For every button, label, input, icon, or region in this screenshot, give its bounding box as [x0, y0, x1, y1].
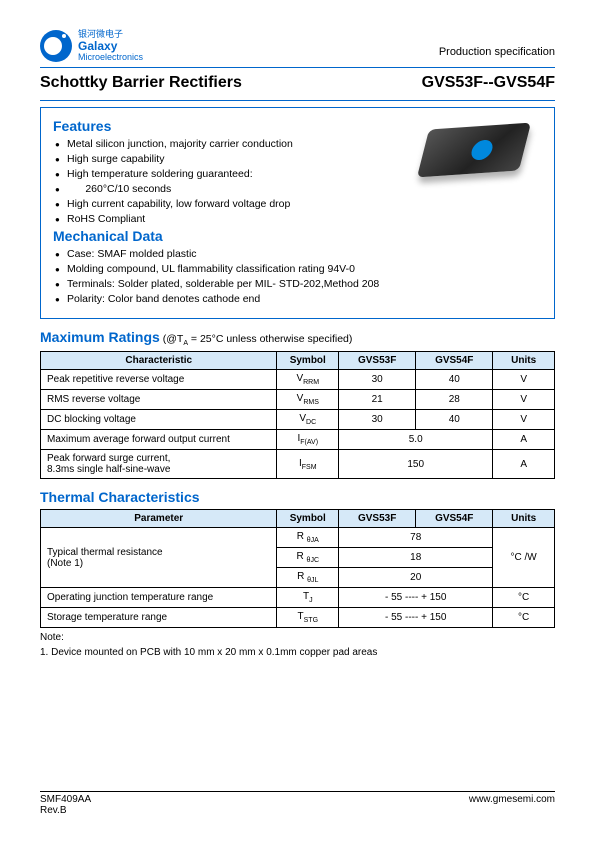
table-row: Storage temperature rangeTSTG- 55 ---- +… [41, 608, 555, 628]
table-row: Peak forward surge current, 8.3ms single… [41, 450, 555, 479]
footer-url: www.gmesemi.com [469, 794, 555, 816]
col-units: Units [493, 510, 555, 528]
col-gvs53f: GVS53F [339, 510, 416, 528]
mechdata-item: Molding compound, UL flammability classi… [55, 263, 542, 275]
col-gvs54f: GVS54F [416, 352, 493, 370]
col-units: Units [493, 352, 555, 370]
header-rule [40, 67, 555, 68]
feature-item: High temperature soldering guaranteed: [55, 168, 542, 180]
mechdata-item: Terminals: Solder plated, solderable per… [55, 278, 542, 290]
mechdata-item: Polarity: Color band denotes cathode end [55, 293, 542, 305]
mechdata-list: Case: SMAF molded plastic Molding compou… [53, 248, 542, 305]
table-row: Typical thermal resistance (Note 1) R θJ… [41, 528, 555, 548]
feature-item: RoHS Compliant [55, 213, 542, 225]
feature-item-sub: ●260°C/10 seconds [55, 183, 542, 195]
mechdata-item: Case: SMAF molded plastic [55, 248, 542, 260]
footer-rev: Rev.B [40, 805, 91, 816]
features-box: Features Metal silicon junction, majorit… [40, 107, 555, 319]
table-row: Peak repetitive reverse voltageVRRM3040V [41, 370, 555, 390]
mechdata-heading: Mechanical Data [53, 228, 542, 244]
footer-docnum: SMF409AA [40, 794, 91, 805]
col-symbol: Symbol [277, 510, 339, 528]
logo-icon [40, 30, 72, 62]
maxratings-heading: Maximum Ratings (@TA = 25°C unless other… [40, 329, 555, 347]
col-parameter: Parameter [41, 510, 277, 528]
thermal-heading: Thermal Characteristics [40, 489, 555, 505]
feature-item: High surge capability [55, 153, 542, 165]
table-row: Maximum average forward output currentIF… [41, 430, 555, 450]
table-row: RMS reverse voltageVRMS2128V [41, 390, 555, 410]
page-header: 银河微电子 Galaxy Microelectronics Production… [40, 30, 555, 63]
feature-item: High current capability, low forward vol… [55, 198, 542, 210]
table-header-row: Characteristic Symbol GVS53F GVS54F Unit… [41, 352, 555, 370]
part-number: GVS53F--GVS54F [422, 74, 555, 92]
table-row: DC blocking voltageVDC3040V [41, 410, 555, 430]
page-footer: SMF409AA Rev.B www.gmesemi.com [40, 791, 555, 816]
doc-title: Schottky Barrier Rectifiers [40, 74, 242, 92]
note-text: 1. Device mounted on PCB with 10 mm x 20… [40, 647, 555, 658]
doc-type: Production specification [439, 46, 555, 58]
col-characteristic: Characteristic [41, 352, 277, 370]
note-heading: Note: [40, 632, 555, 643]
maxratings-table: Characteristic Symbol GVS53F GVS54F Unit… [40, 351, 555, 479]
feature-item: Metal silicon junction, majority carrier… [55, 138, 542, 150]
col-gvs53f: GVS53F [339, 352, 416, 370]
logo-en-sub: Microelectronics [78, 53, 143, 63]
thermal-table: Parameter Symbol GVS53F GVS54F Units Typ… [40, 509, 555, 628]
title-rule [40, 100, 555, 101]
logo: 银河微电子 Galaxy Microelectronics [40, 30, 143, 63]
table-header-row: Parameter Symbol GVS53F GVS54F Units [41, 510, 555, 528]
title-row: Schottky Barrier Rectifiers GVS53F--GVS5… [40, 74, 555, 92]
table-row: Operating junction temperature rangeTJ- … [41, 588, 555, 608]
col-gvs54f: GVS54F [416, 510, 493, 528]
col-symbol: Symbol [277, 352, 339, 370]
